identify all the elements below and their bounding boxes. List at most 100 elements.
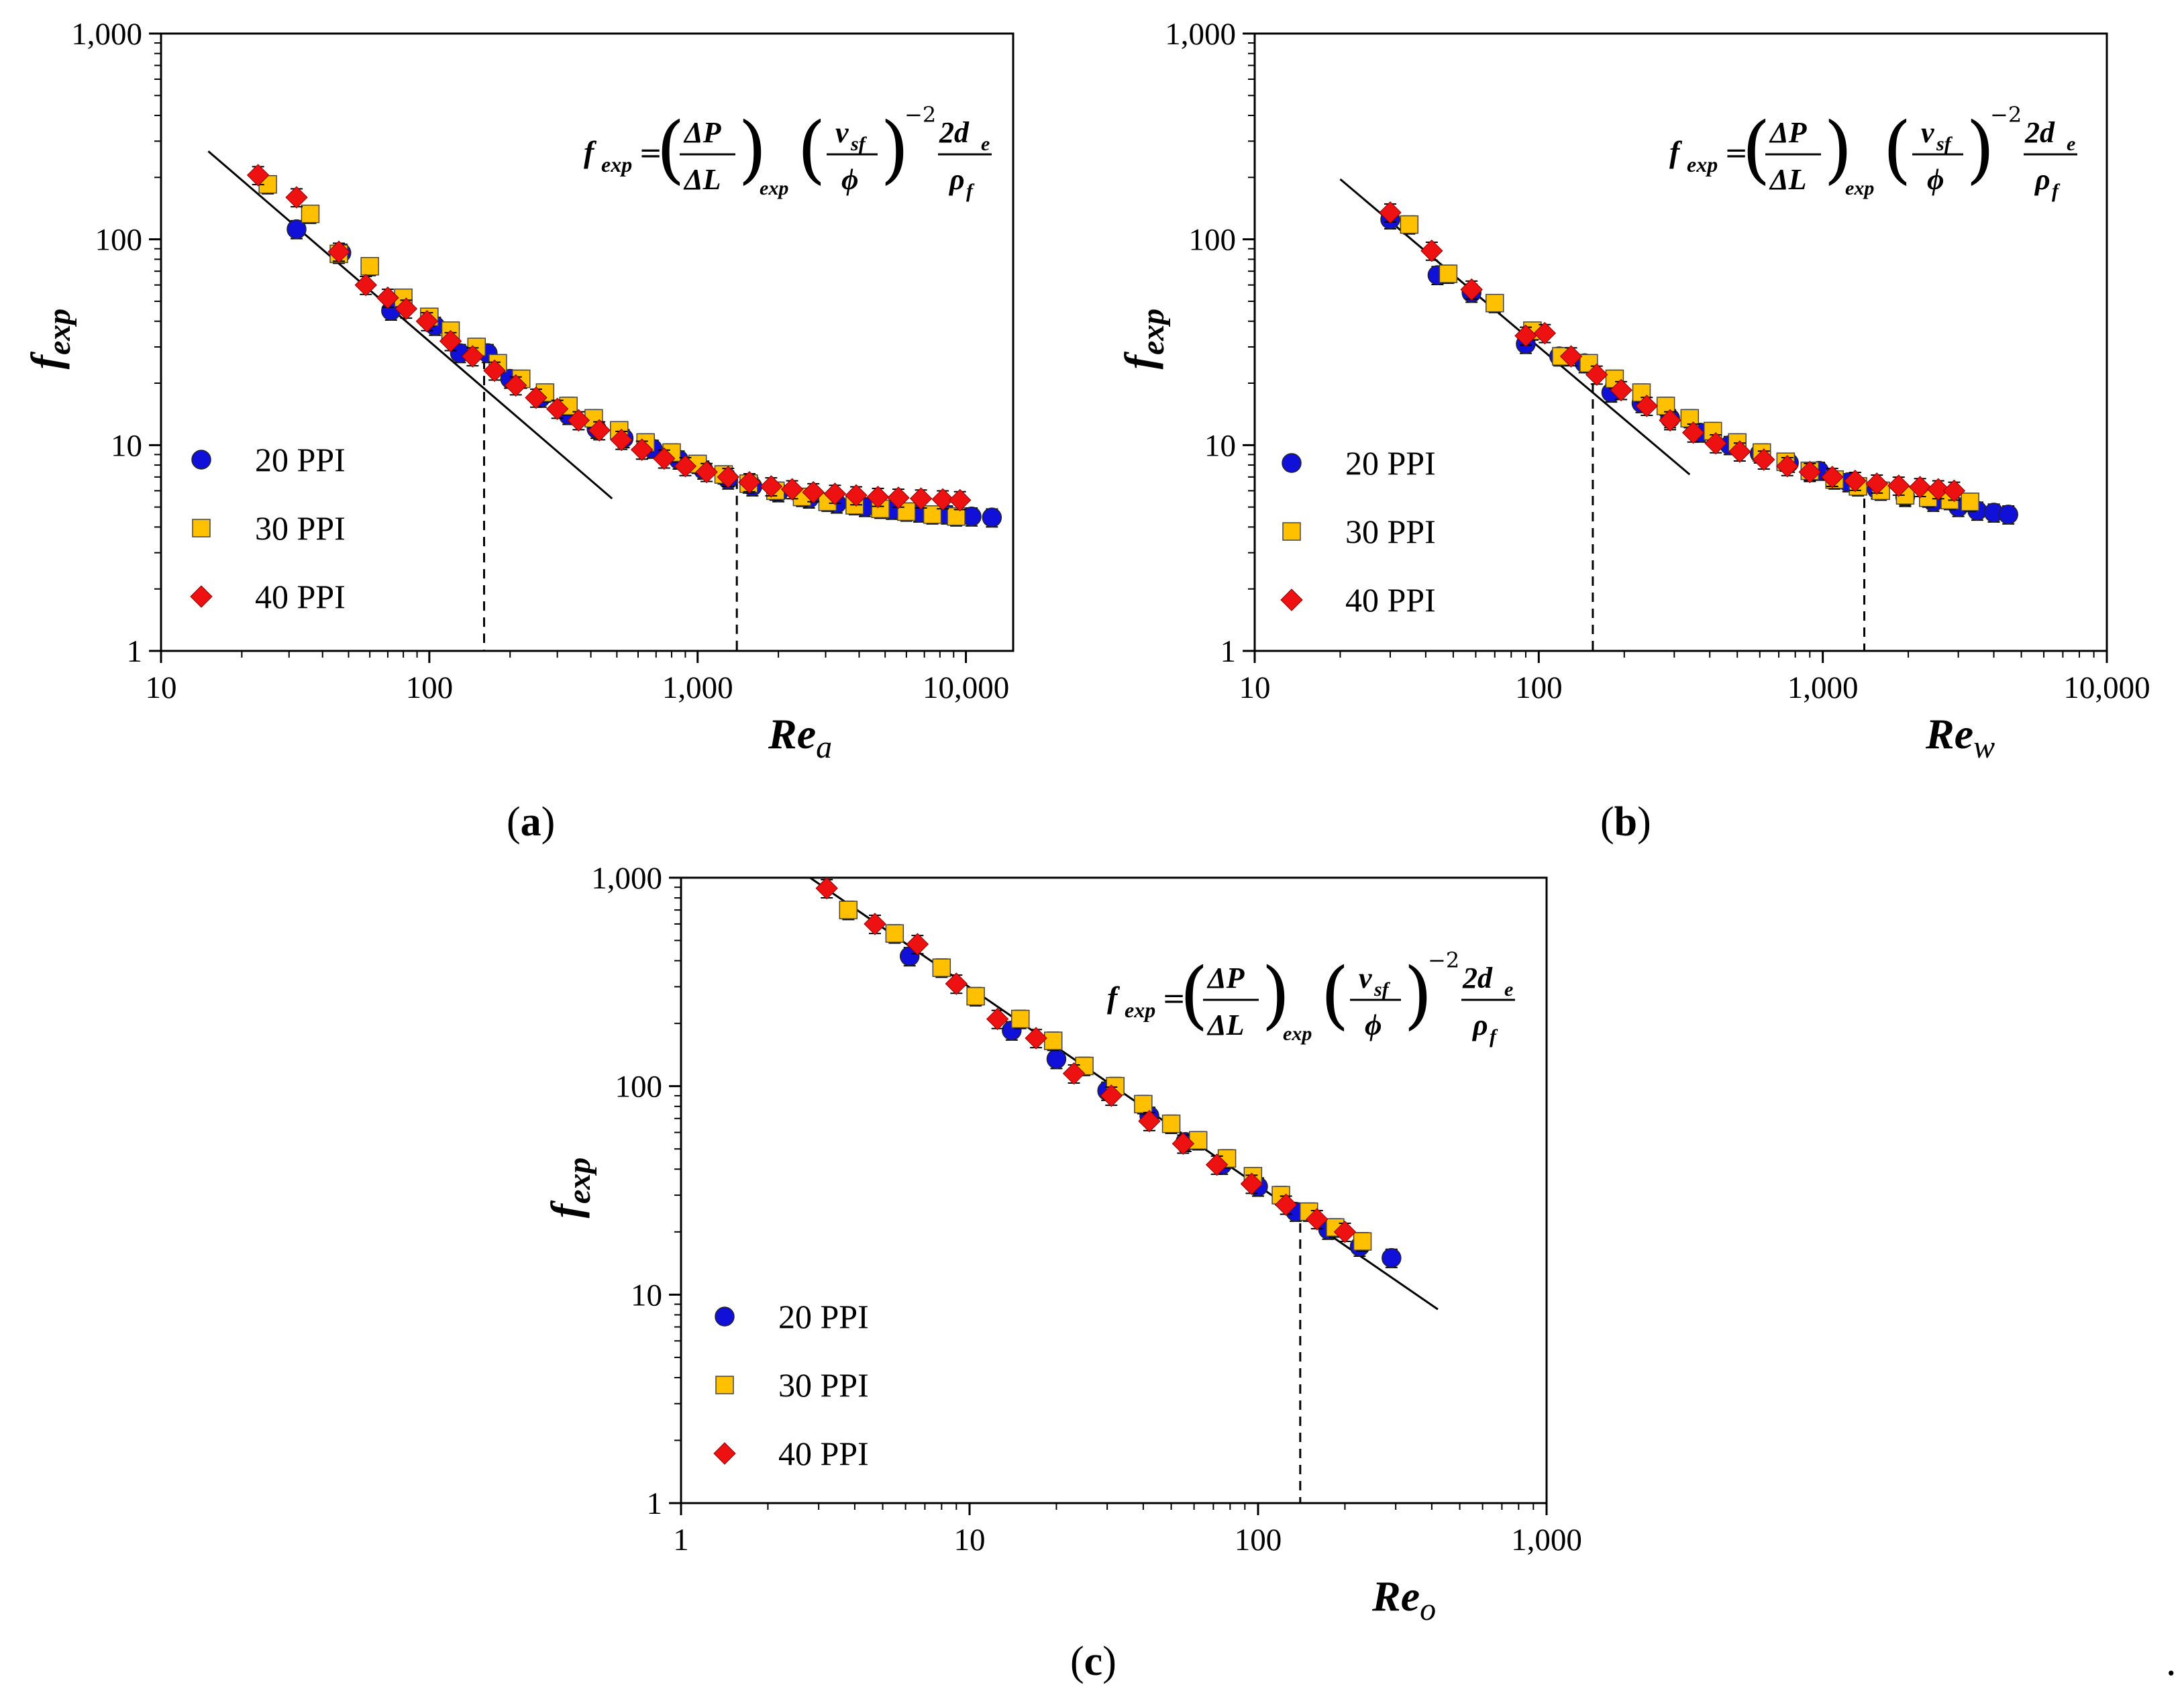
formula-part: = bbox=[1724, 136, 1748, 169]
series-40-ppi bbox=[1379, 201, 1966, 503]
legend-label: 20 PPI bbox=[1345, 444, 1436, 482]
x-tick-label: 10,000 bbox=[923, 670, 1009, 705]
data-point bbox=[439, 329, 462, 353]
legend-label: 20 PPI bbox=[778, 1298, 869, 1335]
data-point bbox=[525, 386, 548, 409]
data-point bbox=[674, 455, 697, 478]
data-point bbox=[1379, 201, 1402, 224]
data-point bbox=[1610, 378, 1632, 402]
data-point bbox=[738, 470, 761, 494]
legend-marker bbox=[713, 1442, 736, 1465]
x-tick-label: 10 bbox=[146, 670, 177, 705]
data-point bbox=[395, 297, 418, 320]
data-point bbox=[982, 507, 1002, 527]
formula-part: sf bbox=[1936, 133, 1953, 155]
y-tick-label: 100 bbox=[95, 223, 143, 258]
panel-c: 1 10 100 1,000 1 10 100 1,000 20 PPI 30 PPI 40 PP… bbox=[542, 861, 1582, 1684]
series-40-ppi bbox=[246, 164, 972, 512]
data-point bbox=[887, 486, 910, 509]
formula-part: ϕ bbox=[1365, 1009, 1382, 1041]
legend-item: 20 PPI bbox=[715, 1298, 869, 1335]
data-point bbox=[1134, 1094, 1153, 1114]
data-point bbox=[1306, 1208, 1329, 1231]
data-point bbox=[1728, 440, 1751, 463]
formula-part: 2d bbox=[2024, 116, 2055, 149]
formula-part: ) bbox=[1966, 106, 1995, 192]
data-point bbox=[1533, 321, 1557, 345]
data-point bbox=[1240, 1172, 1263, 1195]
formula-part: 2d bbox=[1462, 962, 1493, 994]
data-point bbox=[631, 438, 654, 461]
formula-part: f bbox=[1490, 1025, 1498, 1047]
y-tick-label: 10 bbox=[631, 1278, 662, 1313]
data-point bbox=[845, 484, 868, 507]
data-point bbox=[1865, 472, 1888, 495]
data-point bbox=[354, 273, 377, 297]
y-axis-title: fexp bbox=[22, 309, 77, 370]
formula-part: ) bbox=[880, 106, 909, 192]
formula-part: ( bbox=[1320, 952, 1349, 1037]
plot-frame bbox=[680, 876, 1548, 1504]
formula-part: exp bbox=[760, 177, 788, 199]
data-point bbox=[301, 204, 320, 223]
x-tick-label: 1,000 bbox=[1787, 670, 1859, 705]
legend-item: 20 PPI bbox=[1282, 444, 1436, 482]
data-point bbox=[1635, 395, 1658, 417]
data-point bbox=[947, 507, 966, 526]
panel-label: (b) bbox=[1600, 799, 1651, 845]
axis-ticks: 1 10 100 1,000 1 10 100 1,000 bbox=[591, 861, 1582, 1557]
legend-item: 40 PPI bbox=[1280, 581, 1436, 619]
formula-part: ΔP bbox=[1206, 962, 1245, 994]
legend-marker bbox=[1282, 522, 1301, 541]
legend-label: 30 PPI bbox=[1345, 513, 1436, 550]
y-tick-label: 1,000 bbox=[1165, 17, 1236, 52]
data-point bbox=[1585, 363, 1608, 387]
data-point bbox=[802, 480, 825, 504]
formula-part: exp bbox=[1687, 152, 1718, 176]
x-tick-label: 100 bbox=[1515, 670, 1563, 705]
legend-marker bbox=[715, 1376, 734, 1394]
formula-part: = bbox=[639, 136, 662, 169]
data-point bbox=[1172, 1132, 1195, 1156]
y-tick-label: 100 bbox=[1189, 223, 1237, 258]
data-point bbox=[376, 287, 399, 309]
data-point bbox=[1100, 1084, 1123, 1107]
legend-item: 40 PPI bbox=[713, 1435, 869, 1472]
data-point bbox=[1062, 1062, 1086, 1085]
legend-label: 20 PPI bbox=[255, 441, 346, 478]
formula-part: f bbox=[1107, 980, 1121, 1015]
data-marks bbox=[1379, 201, 2018, 525]
data-point bbox=[415, 309, 439, 333]
formula-part: ) bbox=[1404, 952, 1433, 1037]
legend-label: 40 PPI bbox=[1345, 581, 1436, 619]
data-point bbox=[1205, 1154, 1229, 1176]
series-30-ppi bbox=[258, 174, 966, 527]
legend-item: 40 PPI bbox=[190, 578, 346, 615]
series-20-ppi bbox=[287, 219, 1002, 528]
formula-part: ΔP bbox=[1769, 116, 1808, 149]
data-point bbox=[1908, 476, 1932, 499]
formula-part: ρ bbox=[1471, 1009, 1488, 1041]
formula-part: exp bbox=[601, 152, 632, 176]
data-point bbox=[1382, 1247, 1402, 1268]
x-tick-label: 1 bbox=[673, 1523, 689, 1557]
data-point bbox=[1821, 466, 1844, 489]
formula-part: ( bbox=[1883, 106, 1912, 192]
formula-part: f bbox=[584, 135, 597, 169]
data-point bbox=[1420, 239, 1443, 262]
legend-marker bbox=[715, 1306, 735, 1327]
reference-lines bbox=[1592, 383, 1866, 651]
x-tick-label: 100 bbox=[406, 670, 454, 705]
data-point bbox=[1460, 278, 1483, 301]
formula-part: exp bbox=[1283, 1023, 1312, 1045]
x-axis-title: Rea bbox=[768, 710, 832, 765]
y-tick-label: 1 bbox=[647, 1486, 663, 1521]
legend-label: 30 PPI bbox=[778, 1366, 869, 1404]
formula-part: e bbox=[1504, 978, 1513, 1001]
formula-part: ΔL bbox=[1769, 163, 1806, 196]
legend-label: 30 PPI bbox=[255, 509, 346, 547]
y-tick-label: 10 bbox=[1204, 428, 1236, 463]
series-40-ppi bbox=[815, 877, 1357, 1243]
